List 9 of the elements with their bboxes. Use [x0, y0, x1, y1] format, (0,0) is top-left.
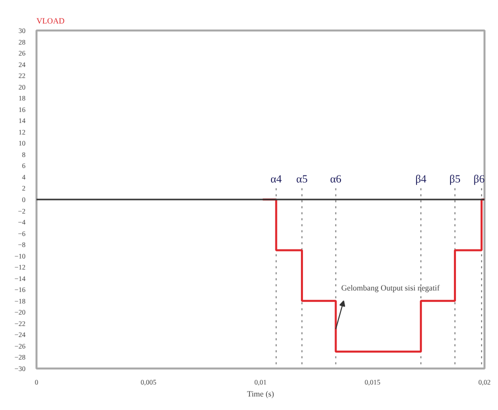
y-axis-title: VLOAD — [36, 16, 65, 26]
ref-line-label: β6 — [473, 173, 486, 186]
ref-line-label: α5 — [296, 173, 308, 186]
ref-line-label: α4 — [270, 173, 282, 186]
x-axis-title: Time (s) — [246, 390, 274, 398]
annotation: Gelombang Output sisi negatif — [341, 283, 440, 292]
ref-line-label: β5 — [449, 173, 461, 186]
ref-line-label: α6 — [330, 173, 342, 186]
ref-line-label: β4 — [415, 173, 427, 186]
